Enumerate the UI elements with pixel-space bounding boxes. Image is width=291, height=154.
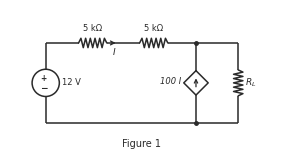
Text: Figure 1: Figure 1 [123,139,162,149]
Text: I: I [112,48,115,57]
Text: $R_L$: $R_L$ [245,77,257,89]
Text: 100 I: 100 I [160,77,181,86]
Text: +: + [40,74,47,83]
Text: 5 kΩ: 5 kΩ [144,24,163,33]
Text: −: − [40,83,47,93]
Text: 5 kΩ: 5 kΩ [83,24,102,33]
Text: 12 V: 12 V [62,78,81,87]
